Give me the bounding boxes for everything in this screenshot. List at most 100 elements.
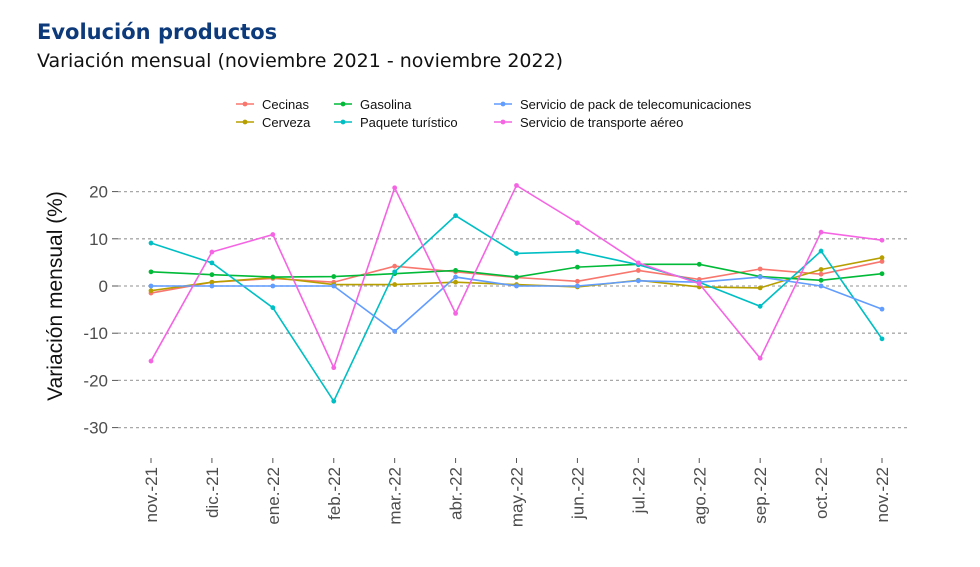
data-point xyxy=(818,277,824,283)
y-tick-label: -30 xyxy=(83,419,108,438)
data-point xyxy=(209,272,215,278)
data-point xyxy=(635,260,641,266)
data-point xyxy=(209,279,215,285)
data-point xyxy=(757,303,763,309)
data-point xyxy=(696,261,702,267)
data-point xyxy=(879,336,885,342)
x-tick-label: sep.-22 xyxy=(751,467,770,524)
data-point xyxy=(331,274,337,279)
x-tick-label: feb.-22 xyxy=(325,467,344,520)
data-point xyxy=(392,269,398,275)
legend-label: Servicio de transporte aéreo xyxy=(520,115,683,130)
data-point xyxy=(757,285,763,291)
legend-swatch-point xyxy=(500,101,506,107)
legend: Cecinas Cerveza Gasolina Paquete turístico S… xyxy=(236,97,752,130)
data-point xyxy=(148,269,154,275)
data-point xyxy=(879,306,885,312)
data-point xyxy=(818,283,824,289)
data-point xyxy=(148,240,154,246)
y-tick-label: 20 xyxy=(89,183,108,202)
chart-title: Evolución productos xyxy=(37,20,278,44)
legend-swatch-point xyxy=(242,119,248,125)
x-tick-label: nov.-21 xyxy=(142,467,161,522)
series-lines xyxy=(148,183,885,404)
x-tick-label: oct.-22 xyxy=(812,467,831,519)
legend-label: Paquete turístico xyxy=(360,115,458,130)
data-point xyxy=(453,213,458,219)
data-point xyxy=(392,263,398,269)
data-point xyxy=(453,268,458,273)
legend-item: Gasolina xyxy=(334,97,412,112)
chart-subtitle: Variación mensual (noviembre 2021 - novi… xyxy=(37,50,564,72)
data-point xyxy=(392,282,398,287)
data-point xyxy=(757,266,763,272)
data-point xyxy=(757,355,763,361)
data-point xyxy=(818,271,824,277)
legend-swatch-point xyxy=(500,119,506,125)
y-axis-label: Variación mensual (%) xyxy=(44,191,67,401)
y-tick-label: -10 xyxy=(83,324,108,343)
legend-swatch-point xyxy=(340,101,346,107)
data-point xyxy=(879,271,885,277)
y-axis: 20 10 0 -10 -20 -30 xyxy=(83,183,118,438)
data-point xyxy=(270,274,276,280)
x-tick-label: ago.-22 xyxy=(690,467,709,525)
data-point xyxy=(453,274,458,280)
data-point xyxy=(514,183,519,188)
x-tick-label: jul.-22 xyxy=(629,467,648,514)
data-point xyxy=(575,278,580,284)
data-point xyxy=(392,328,398,334)
legend-item: Servicio de transporte aéreo xyxy=(494,115,683,130)
series-paquete-turístico xyxy=(148,213,885,404)
data-point xyxy=(148,288,154,294)
legend-label: Cerveza xyxy=(262,115,311,130)
data-point xyxy=(270,305,276,311)
data-point xyxy=(209,260,215,266)
x-tick-label: may.-22 xyxy=(508,467,527,527)
data-point xyxy=(818,248,824,254)
data-point xyxy=(757,274,763,280)
series-line xyxy=(150,214,883,403)
legend-label: Gasolina xyxy=(360,97,412,112)
legend-item: Servicio de pack de telecomunicaciones xyxy=(494,97,752,112)
data-point xyxy=(453,310,458,316)
legend-label: Cecinas xyxy=(262,97,309,112)
data-point xyxy=(514,251,519,256)
x-tick-label: abr.-22 xyxy=(447,467,466,520)
data-point xyxy=(879,237,885,243)
data-point xyxy=(696,281,702,287)
data-point xyxy=(209,249,215,255)
x-tick-label: mar.-22 xyxy=(386,467,405,525)
data-point xyxy=(392,185,398,191)
data-point xyxy=(331,365,337,371)
legend-item: Cecinas xyxy=(236,97,309,112)
data-point xyxy=(818,229,824,235)
data-point xyxy=(818,267,824,272)
data-point xyxy=(270,283,276,289)
data-point xyxy=(514,274,519,280)
data-point xyxy=(331,398,337,404)
gridlines xyxy=(118,190,910,429)
x-tick-label: ene.-22 xyxy=(264,467,283,525)
data-point xyxy=(575,220,580,226)
data-point xyxy=(575,249,580,254)
x-tick-label: dic.-21 xyxy=(203,467,222,518)
y-tick-label: 0 xyxy=(99,277,108,296)
x-tick-label: jun.-22 xyxy=(568,467,587,520)
data-point xyxy=(879,255,885,261)
legend-swatch-point xyxy=(340,119,346,125)
legend-item: Cerveza xyxy=(236,115,311,130)
y-tick-label: -20 xyxy=(83,371,108,390)
legend-swatch-point xyxy=(242,101,248,107)
y-tick-label: 10 xyxy=(89,230,108,249)
data-point xyxy=(148,358,154,364)
data-point xyxy=(453,279,458,285)
data-point xyxy=(635,268,641,273)
data-point xyxy=(635,278,641,284)
legend-label: Servicio de pack de telecomunicaciones xyxy=(520,97,752,112)
series-servicio-de-transporte-aéreo xyxy=(148,183,885,371)
legend-item: Paquete turístico xyxy=(334,115,458,130)
x-tick-label: nov.-22 xyxy=(873,467,892,522)
x-axis: nov.-21 dic.-21 ene.-22 feb.-22 mar.-22 abr.-… xyxy=(142,458,892,527)
